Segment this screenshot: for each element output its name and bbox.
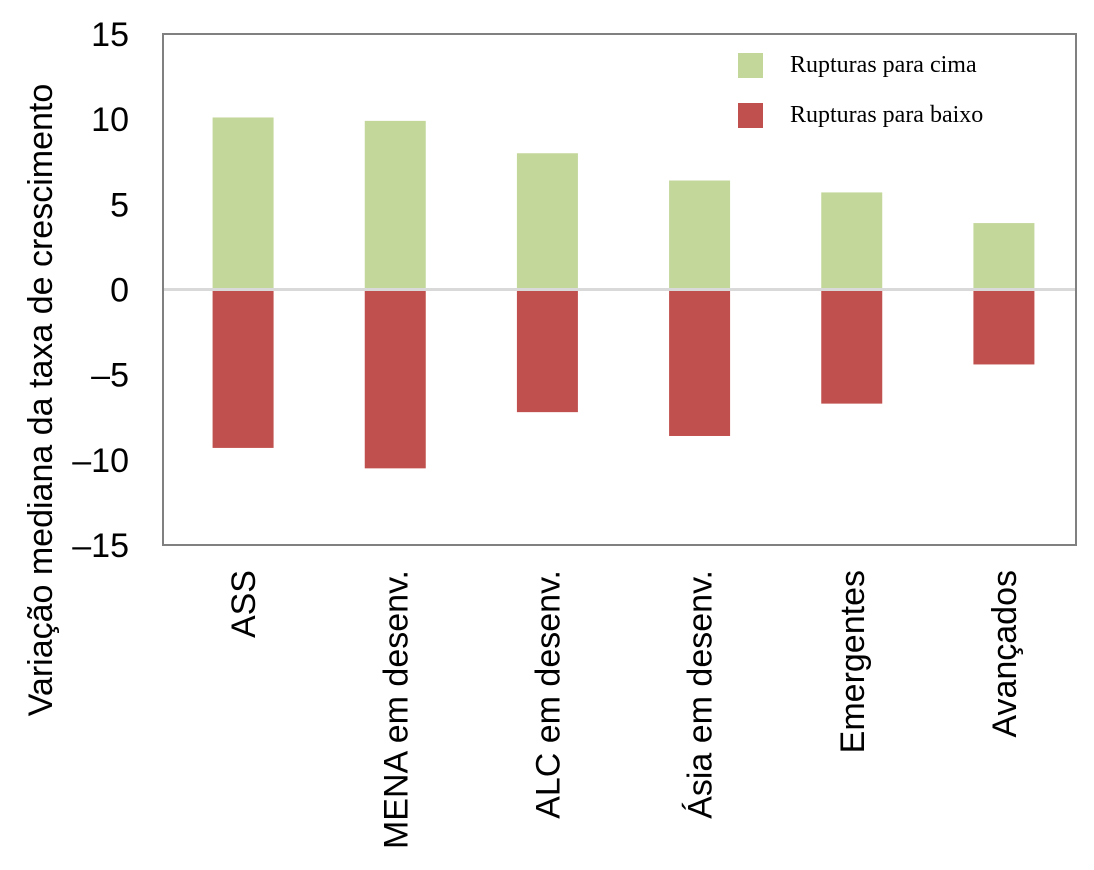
bar-up <box>669 180 731 290</box>
category-label: Emergentes <box>834 570 872 753</box>
bar-up <box>364 120 426 290</box>
y-tick-label: –15 <box>72 527 129 565</box>
legend-label-up: Rupturas para cima <box>790 52 977 78</box>
bar-down <box>364 289 426 469</box>
bar-down <box>669 289 731 436</box>
category-label: Avançados <box>986 570 1024 738</box>
plot-frame <box>162 33 1077 546</box>
category-labels: ASS MENA em desenv. ALC em desenv. Ásia em … <box>225 570 1024 849</box>
legend-swatch-down <box>738 103 763 128</box>
bars <box>212 117 1035 469</box>
legend: Rupturas para cima Rupturas para baixo <box>738 52 983 128</box>
bar-up <box>516 153 578 290</box>
y-tick-label: –10 <box>72 442 129 480</box>
y-tick-label: 5 <box>110 186 129 224</box>
y-axis-ticks: 15 10 5 0 –5 –10 –15 <box>72 16 129 565</box>
bar-up <box>212 117 274 290</box>
category-label: MENA em desenv. <box>377 570 415 849</box>
y-tick-label: 0 <box>110 272 129 310</box>
bar-down <box>973 289 1035 365</box>
category-label: ASS <box>225 570 263 638</box>
category-label: ALC em desenv. <box>529 570 567 819</box>
y-tick-label: –5 <box>91 357 129 395</box>
category-label: Ásia em desenv. <box>682 570 720 819</box>
bar-down <box>516 289 578 413</box>
bar-up <box>973 223 1035 290</box>
legend-label-down: Rupturas para baixo <box>790 102 983 128</box>
bar-up <box>821 192 883 290</box>
bar-down <box>212 289 274 448</box>
y-tick-label: 10 <box>91 101 129 139</box>
bar-down <box>821 289 883 404</box>
y-axis-label: Variação mediana da taxa de crescimento <box>22 84 60 717</box>
y-tick-label: 15 <box>91 16 129 54</box>
legend-swatch-up <box>738 53 763 78</box>
